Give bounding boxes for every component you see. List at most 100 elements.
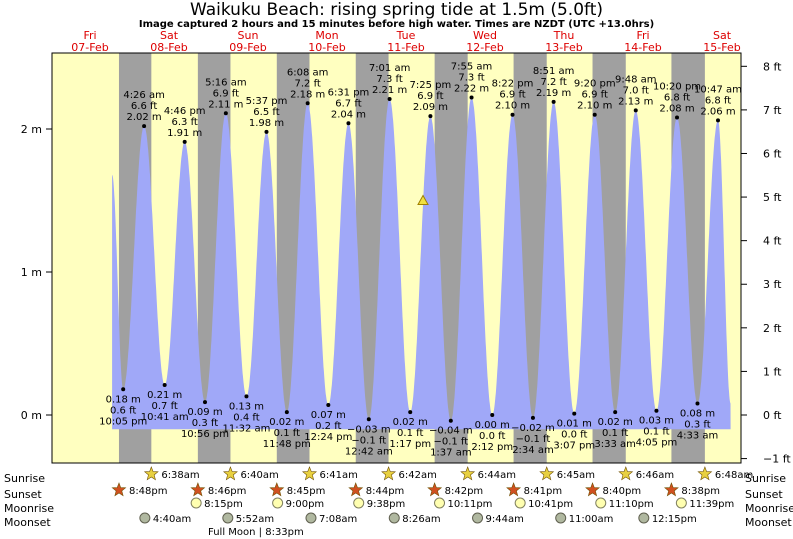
low-tide-ft: 0.4 ft (233, 412, 259, 423)
y-tick-label-ft: 5 ft (763, 191, 782, 204)
low-tide-point (490, 413, 495, 417)
low-tide-time: 10:41 am (141, 412, 189, 423)
high-tide-ft: 6.8 ft (705, 95, 731, 106)
high-tide-ft: 7.2 ft (295, 78, 321, 89)
moonrise-moon-icon (434, 497, 446, 509)
moonset-time: 7:08am (319, 514, 357, 525)
y-tick-label-ft: −1 ft (763, 453, 791, 466)
low-tide-time: 3:33 am (594, 439, 636, 450)
low-tide-time: 11:32 am (223, 423, 271, 434)
high-tide-point (510, 112, 515, 117)
sunrise-time: 6:44am (478, 470, 516, 481)
moonrise-time: 10:41pm (528, 499, 573, 510)
y-tick-label-ft: 0 ft (763, 409, 782, 422)
day-name: Fri (636, 29, 649, 42)
high-tide-ft: 7.3 ft (458, 73, 484, 84)
moonset-moon-icon (555, 512, 567, 524)
moonset-moon-icon (139, 512, 151, 524)
low-tide-point (654, 408, 659, 413)
low-tide-ft: −0.1 ft (433, 437, 468, 448)
high-tide-ft: 6.3 ft (172, 117, 198, 128)
high-tide-ft: 6.9 ft (499, 90, 525, 101)
sunrise-time: 6:46am (636, 470, 674, 481)
high-tide-time: 8:51 am (533, 66, 575, 77)
high-tide-time: 5:16 am (205, 77, 247, 88)
sunset-time: 8:41pm (524, 486, 563, 497)
high-tide-time: 9:20 pm (574, 79, 616, 90)
sunset-time: 8:45pm (287, 486, 326, 497)
moonset-time: 5:52am (236, 514, 274, 525)
sunrise-star-icon (143, 466, 159, 481)
moonrise-time: 9:00pm (286, 499, 325, 510)
low-tide-m: 0.01 m (557, 419, 592, 430)
sunset-row-label-left: Sunset (4, 488, 42, 501)
high-tide-m: 1.91 m (167, 128, 202, 139)
moonrise-row-label-left: Moonrise (4, 502, 54, 515)
low-tide-point (572, 411, 577, 416)
sunset-star-icon (427, 482, 443, 497)
low-tide-point (244, 394, 249, 399)
low-tide-m: 0.21 m (147, 390, 182, 401)
moonset-time: 8:26am (402, 514, 440, 525)
low-tide-ft: −0.1 ft (351, 435, 386, 446)
moonset-moon-icon (638, 512, 650, 524)
low-tide-time: 3:07 pm (553, 441, 595, 452)
low-tide-time: 10:56 pm (181, 429, 229, 440)
low-tide-point (284, 410, 289, 415)
high-tide-m: 2.04 m (331, 109, 366, 120)
high-tide-ft: 7.2 ft (540, 77, 566, 88)
high-tide-ft: 6.5 ft (253, 107, 279, 118)
sunrise-time: 6:41am (319, 470, 357, 481)
moonrise-time: 11:39pm (689, 499, 734, 510)
sunrise-time: 6:38am (161, 470, 199, 481)
high-tide-point (715, 118, 720, 123)
moonrise-time: 8:15pm (204, 499, 243, 510)
high-tide-point (346, 121, 351, 126)
low-tide-time: 2:12 pm (471, 442, 513, 453)
high-tide-time: 5:37 pm (246, 96, 288, 107)
low-tide-ft: 0.7 ft (151, 401, 177, 412)
high-tide-time: 7:25 pm (410, 80, 452, 91)
low-tide-time: 4:33 am (677, 431, 719, 442)
day-date: 10-Feb (308, 41, 345, 54)
low-tide-ft: 0.3 ft (684, 420, 710, 431)
low-tide-time: 1:17 pm (389, 439, 431, 450)
high-tide-time: 9:48 am (615, 74, 657, 85)
low-tide-m: 0.13 m (229, 401, 264, 412)
low-tide-ft: 0.1 ft (274, 428, 300, 439)
low-tide-ft: 0.6 ft (110, 405, 136, 416)
low-tide-ft: 0.1 ft (397, 428, 423, 439)
sunset-star-icon (111, 482, 127, 497)
high-tide-point (675, 115, 680, 120)
sunrise-star-icon (381, 466, 397, 481)
low-tide-point (202, 400, 207, 405)
high-tide-time: 4:26 am (123, 90, 165, 101)
day-name: Tue (396, 29, 416, 42)
high-tide-m: 2.19 m (536, 88, 571, 99)
moonset-time: 4:40am (153, 514, 191, 525)
low-tide-point (162, 382, 167, 387)
sunset-time: 8:38pm (681, 486, 720, 497)
moonset-time: 11:00am (569, 514, 614, 525)
low-tide-time: 2:34 am (512, 445, 554, 456)
day-date: 14-Feb (624, 41, 661, 54)
low-tide-point (448, 418, 453, 423)
y-tick-label-ft: 3 ft (763, 278, 782, 291)
day-name: Sat (713, 29, 732, 42)
high-tide-point (551, 99, 556, 104)
moonrise-time: 11:10pm (609, 499, 654, 510)
high-tide-m: 2.22 m (454, 84, 489, 95)
high-tide-ft: 6.6 ft (131, 101, 157, 112)
y-tick-label-ft: 1 ft (763, 365, 782, 378)
high-tide-time: 6:31 pm (328, 87, 370, 98)
high-tide-ft: 6.8 ft (664, 93, 690, 104)
low-tide-time: 4:05 pm (636, 438, 678, 449)
sunrise-time: 6:42am (399, 470, 437, 481)
chart-title: Waikuku Beach: rising spring tide at 1.5… (189, 0, 604, 20)
sunrise-star-icon (460, 466, 476, 481)
moonrise-time: 10:11pm (448, 499, 493, 510)
chart-subtitle: Image captured 2 hours and 15 minutes be… (138, 19, 655, 30)
high-tide-time: 4:46 pm (164, 106, 206, 117)
low-tide-time: 12:42 am (345, 446, 393, 457)
low-tide-time: 10:05 pm (99, 416, 147, 427)
